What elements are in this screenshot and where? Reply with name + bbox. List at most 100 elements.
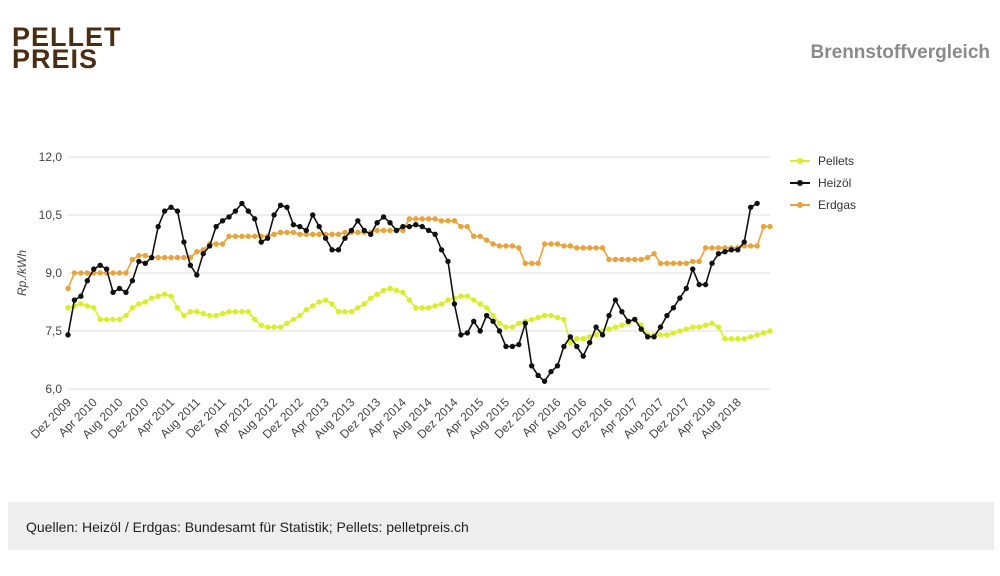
data-point	[419, 305, 425, 311]
data-point	[625, 318, 632, 325]
data-point	[529, 260, 535, 267]
data-point	[161, 254, 168, 261]
data-point	[471, 233, 477, 239]
data-point	[91, 305, 97, 311]
data-point	[554, 314, 561, 321]
data-point	[232, 233, 239, 239]
data-point	[747, 243, 754, 249]
data-point	[290, 229, 297, 236]
data-point	[297, 231, 303, 238]
data-point	[91, 266, 97, 272]
data-point	[586, 245, 593, 251]
data-point	[258, 239, 264, 245]
data-point	[387, 285, 393, 292]
data-point	[722, 245, 728, 251]
data-point	[677, 328, 683, 334]
data-point	[677, 295, 683, 301]
pelletpreis-logo[interactable]: PELLET PREIS	[12, 22, 122, 74]
logo-line-1: PELLET	[12, 22, 122, 52]
data-point	[638, 256, 644, 263]
data-point	[651, 250, 657, 257]
data-point	[129, 256, 136, 263]
data-point	[406, 297, 413, 303]
data-point	[245, 208, 252, 214]
data-point	[187, 262, 194, 268]
data-point	[168, 204, 174, 210]
data-point	[116, 285, 123, 292]
data-point	[702, 281, 709, 288]
data-point	[136, 252, 142, 259]
data-point	[690, 258, 696, 265]
data-point	[400, 227, 406, 234]
data-point	[657, 260, 664, 267]
data-point	[84, 270, 91, 276]
data-point	[219, 310, 226, 317]
data-point	[136, 301, 142, 307]
data-point	[458, 293, 464, 299]
data-point	[638, 326, 644, 332]
data-point	[432, 303, 438, 309]
logo-line-2: PREIS	[12, 44, 99, 74]
data-point	[84, 278, 91, 284]
data-point	[232, 308, 239, 315]
source-footer: Quellen: Heizöl / Erdgas: Bundesamt für …	[8, 502, 994, 550]
data-point	[78, 293, 84, 299]
data-point	[722, 336, 728, 342]
data-point	[78, 301, 84, 307]
data-point	[174, 254, 181, 261]
data-point	[541, 378, 548, 384]
data-point	[219, 218, 226, 224]
chart-gridlines	[68, 156, 770, 390]
data-point	[593, 324, 599, 330]
data-point	[586, 339, 593, 346]
data-point	[174, 305, 181, 311]
data-point	[290, 221, 297, 228]
data-point	[516, 320, 522, 326]
data-point	[239, 200, 245, 207]
data-point	[194, 308, 200, 315]
data-point	[129, 278, 136, 284]
data-point	[219, 241, 226, 247]
data-point	[406, 223, 413, 230]
data-point	[136, 258, 142, 265]
data-point	[632, 316, 638, 323]
data-point	[226, 233, 232, 239]
data-point	[670, 305, 677, 311]
data-point	[541, 241, 548, 247]
data-point	[599, 245, 606, 251]
data-point	[690, 266, 696, 272]
data-point	[496, 328, 503, 334]
data-point	[206, 243, 213, 249]
data-point	[103, 316, 110, 323]
data-point	[348, 308, 355, 315]
data-point	[760, 223, 767, 230]
chart-legend: Pellets Heizöl Erdgas	[790, 154, 856, 212]
data-point	[541, 312, 548, 319]
data-point	[226, 214, 232, 220]
data-point	[374, 227, 380, 234]
data-point	[567, 339, 574, 346]
data-point	[194, 249, 200, 255]
data-point	[277, 202, 284, 209]
data-point	[425, 305, 432, 311]
data-point	[606, 256, 612, 263]
data-point	[342, 235, 348, 241]
data-point	[683, 285, 689, 292]
data-point	[580, 245, 586, 251]
y-tick-label: 6,0	[45, 382, 62, 396]
data-point	[767, 328, 773, 334]
data-point	[619, 308, 625, 315]
y-tick-label: 7,5	[45, 324, 62, 338]
data-point	[252, 233, 258, 239]
data-point	[355, 218, 361, 224]
data-point	[722, 249, 728, 255]
data-point	[490, 241, 496, 247]
data-point	[606, 312, 612, 319]
data-point	[123, 312, 129, 319]
data-point	[599, 332, 606, 338]
data-point	[168, 254, 174, 261]
data-point	[535, 260, 541, 267]
data-point	[110, 289, 116, 296]
data-point	[670, 260, 677, 267]
